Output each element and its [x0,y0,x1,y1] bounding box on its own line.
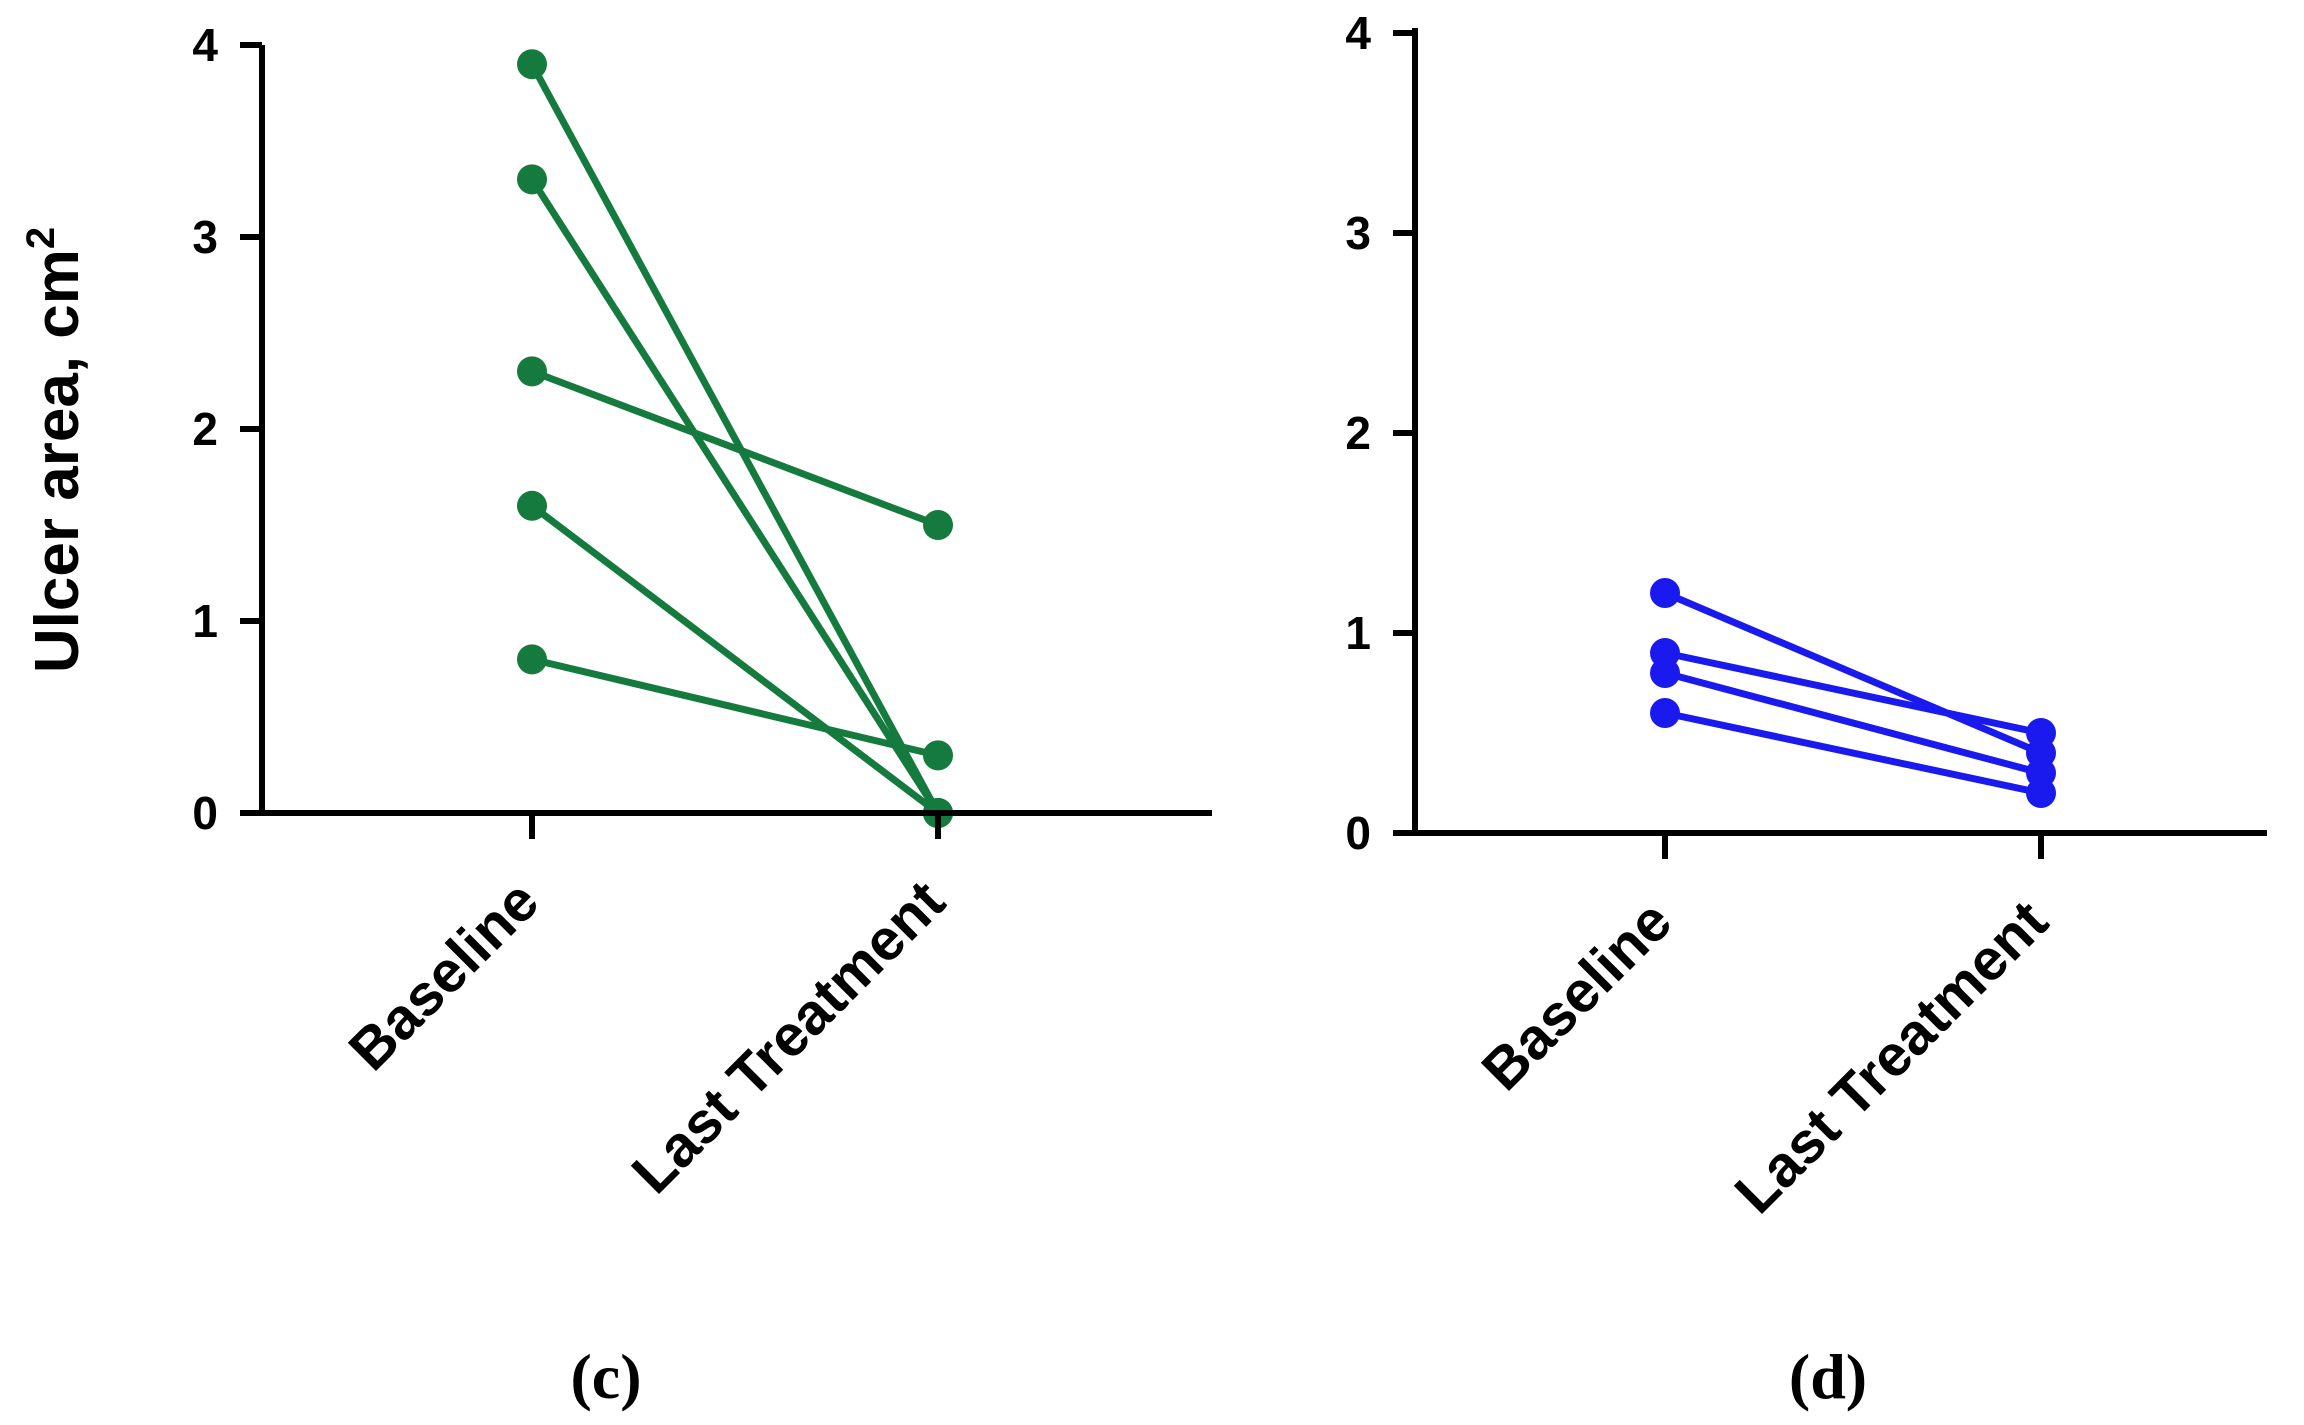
panel-d-data-point [2026,718,2056,748]
panel-c-y-tick-label: 4 [192,19,218,71]
panel-c-series-line [528,175,942,817]
panel-c-data-point [517,490,547,521]
panel-d-y-tick-label: 2 [1345,407,1371,459]
panel-c-data-point [517,49,547,80]
panel-c-y-tick-label: 0 [192,787,218,839]
panel-d: 0 1 2 3 4 Baseline Last Treatment (d) [1345,7,2267,1412]
panel-d-series-line [1661,649,2045,737]
panel-c-series-line [528,655,942,759]
panel-c-data-point [923,510,953,540]
panel-c-series-line [528,367,942,529]
panel-c-y-tick-label: 1 [192,595,218,647]
panel-d-y-tick-label: 1 [1345,607,1371,659]
panel-d-data-point [1650,658,1680,688]
panel-c-label: (c) [570,1341,641,1412]
panel-c-category-label: Last Treatment [619,868,957,1206]
panel-d-label: (d) [1789,1341,1867,1412]
panel-d-y-tick-label: 0 [1345,807,1371,859]
panel-d-data-point [2026,778,2056,808]
panel-d-category-label: Baseline [1470,888,1685,1103]
panel-d-series-line [1661,709,2045,797]
panel-c: 0 1 2 3 4 Baseline Last Treatment Ulcer area, … [19,19,1212,1412]
panel-c-data-point [923,740,953,771]
panel-d-series-line [1661,589,2045,757]
panel-c-series-line [528,502,942,817]
panel-c-data-point [517,356,547,387]
panel-c-data-point [517,164,547,195]
panel-c-y-axis-title: Ulcer area, cm2 [19,227,92,673]
panel-d-y-tick-label: 3 [1345,207,1371,259]
panel-d-data-point [1650,578,1680,608]
panel-c-data-point [517,644,547,675]
panel-d-y-tick-label: 4 [1345,7,1371,59]
panel-d-category-label: Last Treatment [1722,888,2060,1226]
panel-d-data-point [1650,698,1680,728]
panel-c-category-label: Baseline [337,868,552,1083]
panel-c-y-tick-label: 2 [192,403,218,455]
panel-c-series-line [528,60,942,817]
panel-d-series-line [1661,669,2045,777]
panel-c-y-tick-label: 3 [192,211,218,263]
